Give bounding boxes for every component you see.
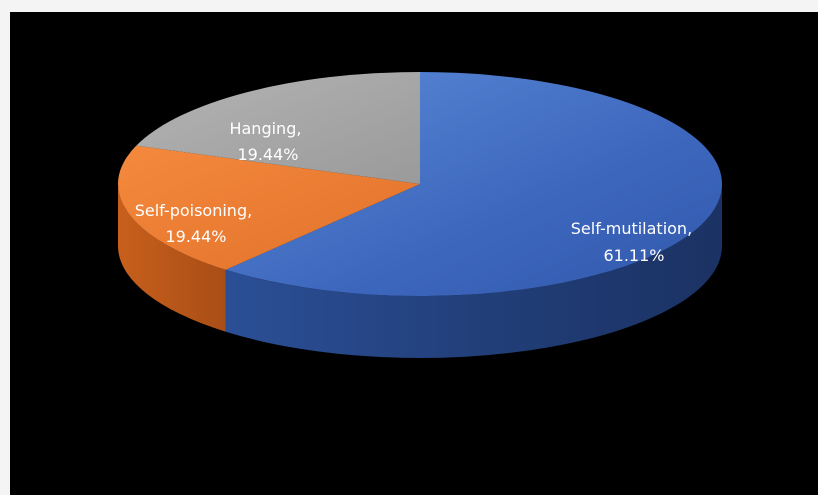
- slice-self-mutilation: [225, 72, 723, 296]
- pie-tops: [118, 72, 723, 296]
- slice-self-poisoning: [118, 145, 420, 270]
- label-self-poisoning: Self-poisoning, 19.44%: [135, 201, 258, 246]
- pie-chart: Self-mutilation, 61.11% Self-poisoning, …: [118, 72, 723, 358]
- label-self-mutilation: Self-mutilation, 61.11%: [571, 219, 698, 265]
- slice-side-self-poisoning: [118, 184, 226, 332]
- slice-hanging: [136, 72, 420, 184]
- slice-side-self-mutilation: [225, 184, 722, 358]
- pie-sides: [118, 184, 722, 358]
- chart-area: Self-mutilation, 61.11% Self-poisoning, …: [10, 12, 818, 495]
- label-hanging: Hanging, 19.44%: [229, 119, 306, 164]
- pie-labels: Self-mutilation, 61.11% Self-poisoning, …: [135, 119, 698, 265]
